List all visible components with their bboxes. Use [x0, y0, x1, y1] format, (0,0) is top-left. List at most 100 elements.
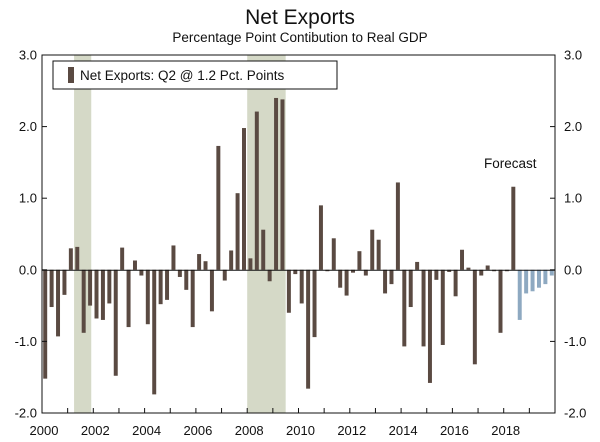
x-tick-label: 2004: [132, 423, 161, 438]
bar-actual-48: [351, 269, 355, 273]
bar-actual-71: [498, 269, 503, 333]
bar-forecast-0: [517, 269, 522, 320]
bar-actual-30: [235, 193, 240, 270]
bar-actual-65: [460, 249, 465, 270]
x-tick-label: 2014: [389, 423, 418, 438]
recession-band-1: [247, 55, 286, 413]
bar-actual-66: [466, 267, 471, 270]
bar-actual-47: [344, 269, 349, 296]
bar-actual-1: [49, 269, 54, 308]
x-tick-label: 2018: [491, 423, 520, 438]
y-tick-label-right: 3.0: [564, 48, 582, 63]
bar-actual-73: [511, 186, 516, 270]
y-tick-label-right: -2.0: [564, 406, 586, 421]
bar-actual-8: [94, 269, 99, 319]
x-tick-label: 2000: [30, 423, 59, 438]
bar-actual-3: [62, 269, 67, 295]
bar-actual-2: [56, 269, 61, 337]
chart-title: Net Exports: [245, 6, 355, 29]
bar-actual-10: [107, 269, 112, 304]
bar-actual-35: [267, 269, 272, 282]
bar-actual-41: [306, 269, 311, 389]
bar-actual-62: [440, 269, 445, 345]
bar-actual-68: [479, 269, 484, 276]
bar-forecast-5: [549, 269, 554, 276]
bar-actual-69: [485, 265, 490, 270]
chart-subtitle: Percentage Point Contibution to Real GDP: [172, 30, 427, 45]
bar-actual-55: [395, 182, 400, 270]
x-tick-label: 2010: [286, 423, 315, 438]
bar-actual-24: [197, 254, 202, 270]
bar-actual-46: [338, 269, 343, 288]
x-tick-label: 2002: [81, 423, 110, 438]
bar-actual-54: [389, 269, 394, 285]
bar-actual-50: [363, 269, 368, 276]
bar-forecast-1: [524, 269, 529, 294]
bar-actual-4: [68, 248, 73, 270]
y-tick-label-left: 3.0: [19, 48, 37, 63]
y-tick-label-left: 0.0: [19, 262, 37, 277]
plot-frame: [41, 54, 556, 414]
bar-actual-63: [447, 269, 452, 272]
y-tick-label-left: 2.0: [19, 119, 37, 134]
y-tick-label-right: 1.0: [564, 191, 582, 206]
y-tick-label-left: -1.0: [15, 334, 37, 349]
bar-actual-67: [472, 269, 477, 365]
bar-actual-11: [113, 269, 118, 376]
bar-actual-29: [229, 250, 234, 270]
bar-actual-23: [190, 269, 195, 328]
bar-actual-5: [75, 246, 80, 270]
bar-actual-19: [165, 269, 170, 300]
bar-actual-33: [254, 111, 259, 270]
y-tick-label-left: 1.0: [19, 191, 37, 206]
bar-actual-61: [434, 269, 439, 280]
legend-swatch: [68, 67, 74, 83]
bar-actual-49: [357, 251, 362, 270]
bar-actual-26: [209, 269, 214, 312]
forecast-label: Forecast: [484, 156, 537, 171]
bar-actual-36: [274, 97, 279, 270]
bar-actual-43: [318, 205, 323, 270]
bar-actual-0: [43, 269, 48, 379]
bar-actual-18: [158, 269, 163, 305]
x-tick-label: 2012: [337, 423, 366, 438]
y-tick-label-right: 2.0: [564, 119, 582, 134]
x-tick-label: 2006: [183, 423, 212, 438]
legend-box: [52, 60, 338, 90]
x-tick-label: 2008: [235, 423, 264, 438]
legend-label: Net Exports: Q2 @ 1.2 Pct. Points: [80, 68, 285, 83]
bar-actual-16: [145, 269, 150, 325]
x-axis: 2000 2002 2004 2006 2008 2010 2012 2014 2016 2018: [30, 408, 556, 438]
bar-actual-39: [293, 269, 298, 275]
bar-actual-60: [427, 269, 432, 383]
x-tick-label: 2016: [440, 423, 469, 438]
y-tick-label-left: -2.0: [15, 406, 37, 421]
bar-actual-27: [216, 145, 221, 270]
bar-actual-52: [376, 239, 381, 270]
bar-actual-45: [331, 238, 336, 270]
bar-actual-59: [421, 269, 426, 347]
bar-actual-32: [248, 258, 253, 270]
recession-shading: [74, 55, 286, 413]
bar-actual-51: [370, 229, 375, 270]
bars-group: [43, 97, 554, 395]
bar-forecast-2: [530, 269, 535, 292]
bar-actual-28: [222, 269, 227, 281]
bar-actual-12: [120, 247, 125, 270]
bar-actual-15: [139, 269, 144, 276]
bar-actual-22: [184, 269, 189, 290]
bar-actual-40: [299, 269, 304, 304]
bar-actual-9: [100, 269, 105, 320]
recession-band-0: [74, 55, 92, 413]
bar-actual-56: [402, 269, 407, 347]
bar-actual-31: [242, 128, 246, 270]
bar-forecast-4: [543, 269, 548, 285]
bar-actual-53: [383, 269, 388, 294]
bar-actual-25: [203, 261, 208, 270]
bar-actual-6: [81, 269, 86, 333]
legend: Net Exports: Q2 @ 1.2 Pct. Points: [52, 60, 338, 90]
bar-actual-17: [152, 269, 157, 395]
bar-actual-7: [88, 269, 93, 306]
bar-actual-13: [126, 269, 131, 328]
